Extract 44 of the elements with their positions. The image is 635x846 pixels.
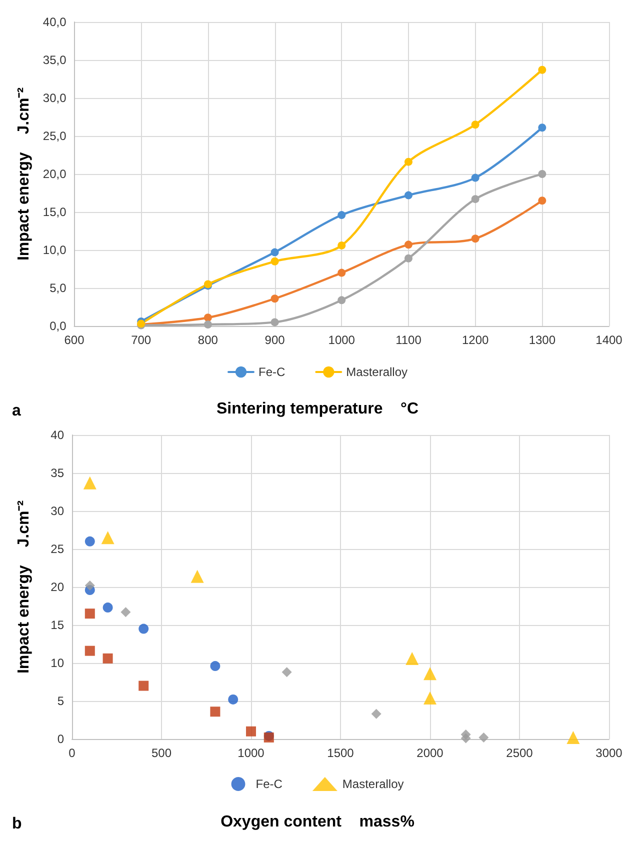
y-tick-label: 20 — [50, 580, 64, 594]
legend-label: Masteralloy — [342, 777, 404, 791]
y-tick-label: 25,0 — [42, 129, 67, 143]
y-tick-label: 30,0 — [42, 91, 67, 105]
y-tick-label: 5,0 — [50, 281, 67, 295]
x-tick-label: 1200 — [462, 333, 489, 347]
legend-label: Fe-C — [256, 777, 283, 791]
x-tick-label: 0 — [68, 746, 76, 760]
y-axis-title: Impact energy J.cm⁻² — [16, 500, 32, 674]
x-tick-label: 1400 — [596, 333, 623, 347]
y-tick-label: 10 — [50, 656, 64, 670]
y-axis-title: Impact energy J.cm⁻² — [16, 87, 32, 261]
x-tick-label: 1000 — [328, 333, 356, 347]
x-axis-title: Oxygen content mass% — [220, 814, 414, 830]
x-tick-label: 500 — [151, 746, 172, 760]
y-tick-label: 5 — [57, 694, 64, 708]
text: a — [12, 402, 21, 420]
y-tick-label: 15 — [50, 618, 64, 632]
x-tick-label: 2000 — [416, 746, 444, 760]
x-tick-label: 3000 — [596, 746, 623, 760]
y-tick-label: 25 — [50, 542, 64, 556]
x-tick-label: 700 — [131, 333, 152, 347]
x-tick-label: 800 — [198, 333, 218, 347]
x-tick-label: 1300 — [528, 333, 556, 347]
y-tick-label: 15,0 — [42, 205, 67, 219]
y-tick-label: 10,0 — [42, 243, 67, 257]
y-tick-label: 40 — [50, 428, 64, 442]
legend-label: Masteralloy — [346, 365, 408, 379]
legend-label: Fe-C — [258, 365, 286, 379]
y-tick-label: 0,0 — [50, 319, 67, 333]
y-tick-label: 20,0 — [42, 167, 67, 181]
x-tick-label: 1500 — [327, 746, 354, 760]
x-tick-label: 2500 — [506, 746, 534, 760]
text: b — [12, 816, 22, 832]
x-tick-label: 1000 — [238, 746, 265, 760]
y-tick-label: 0 — [57, 732, 64, 746]
y-tick-label: 40,0 — [42, 15, 67, 29]
x-tick-label: 900 — [264, 333, 286, 347]
y-tick-label: 35,0 — [42, 53, 67, 67]
x-tick-label: 1100 — [396, 333, 422, 347]
y-tick-label: 35 — [50, 466, 64, 480]
x-tick-label: 600 — [64, 333, 85, 347]
y-tick-label: 30 — [50, 504, 64, 518]
x-axis-title: Sintering temperature °C — [216, 400, 419, 418]
